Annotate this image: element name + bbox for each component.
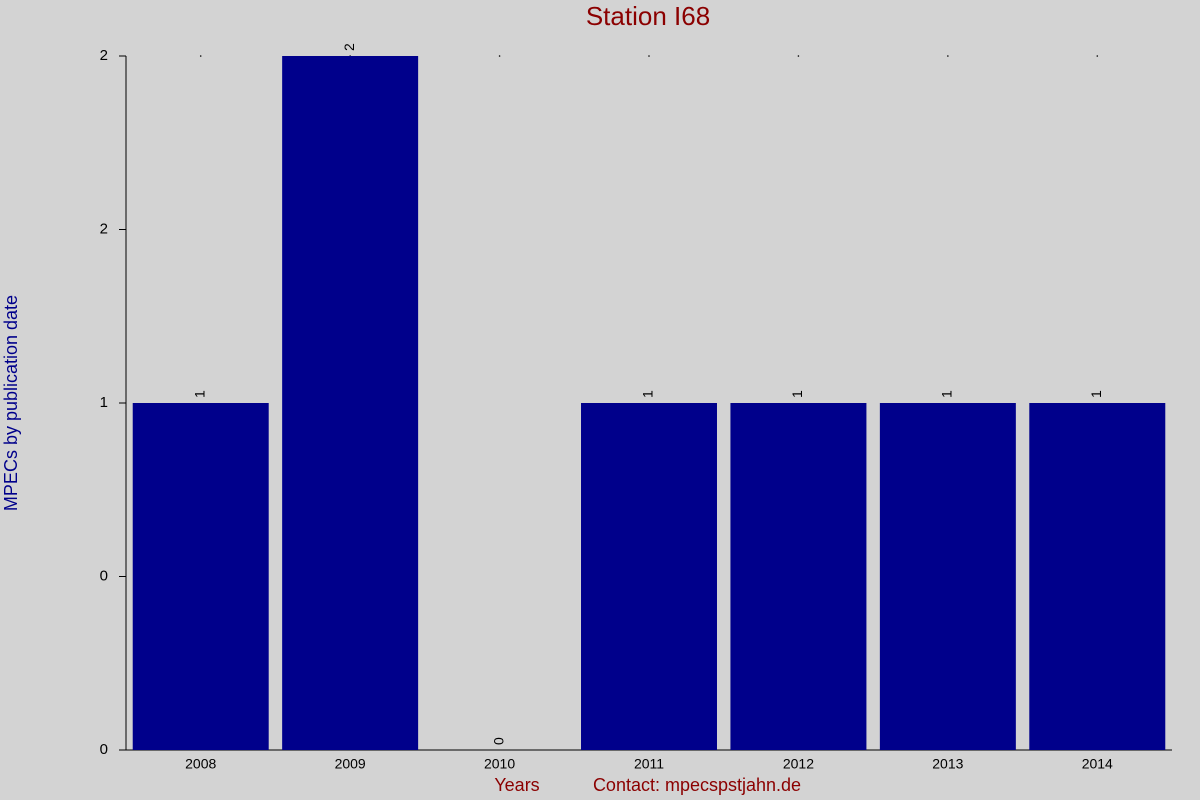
bar — [132, 403, 269, 750]
bar — [1029, 403, 1166, 750]
value-label: 1 — [191, 390, 207, 398]
footer: Contact: mpecspstjahn.de — [593, 775, 801, 795]
top-dot — [199, 55, 202, 57]
x-tick-label: 2011 — [634, 756, 664, 772]
x-tick-label: 2013 — [932, 756, 963, 772]
value-label: 1 — [939, 390, 955, 398]
bar — [879, 403, 1016, 750]
chart-title: Station I68 — [586, 1, 710, 31]
top-dot — [797, 55, 800, 57]
x-tick-label: 2009 — [335, 756, 366, 772]
value-label: 1 — [789, 390, 805, 398]
value-label: 0 — [490, 737, 506, 745]
x-tick-label: 2010 — [484, 756, 515, 772]
bar — [730, 403, 867, 750]
x-axis-label: Years — [494, 775, 539, 795]
bar — [581, 403, 717, 750]
y-axis-label: MPECs by publication date — [1, 295, 21, 511]
x-tick-label: 2008 — [185, 756, 216, 772]
value-label: 1 — [640, 390, 656, 398]
y-tick-label: 0 — [100, 741, 108, 758]
y-tick-label: 2 — [100, 220, 108, 237]
value-label: 1 — [1088, 390, 1104, 398]
top-dot — [498, 55, 501, 57]
top-dot — [947, 55, 949, 57]
y-tick-label: 0 — [100, 567, 108, 584]
x-tick-label: 2012 — [783, 756, 814, 772]
y-tick-label: 2 — [100, 47, 108, 64]
x-tick-label: 2014 — [1082, 756, 1113, 772]
bar — [282, 56, 419, 750]
top-dot — [1096, 55, 1099, 57]
value-label: 2 — [341, 43, 357, 51]
top-dot — [648, 55, 650, 57]
y-tick-label: 1 — [100, 394, 108, 411]
